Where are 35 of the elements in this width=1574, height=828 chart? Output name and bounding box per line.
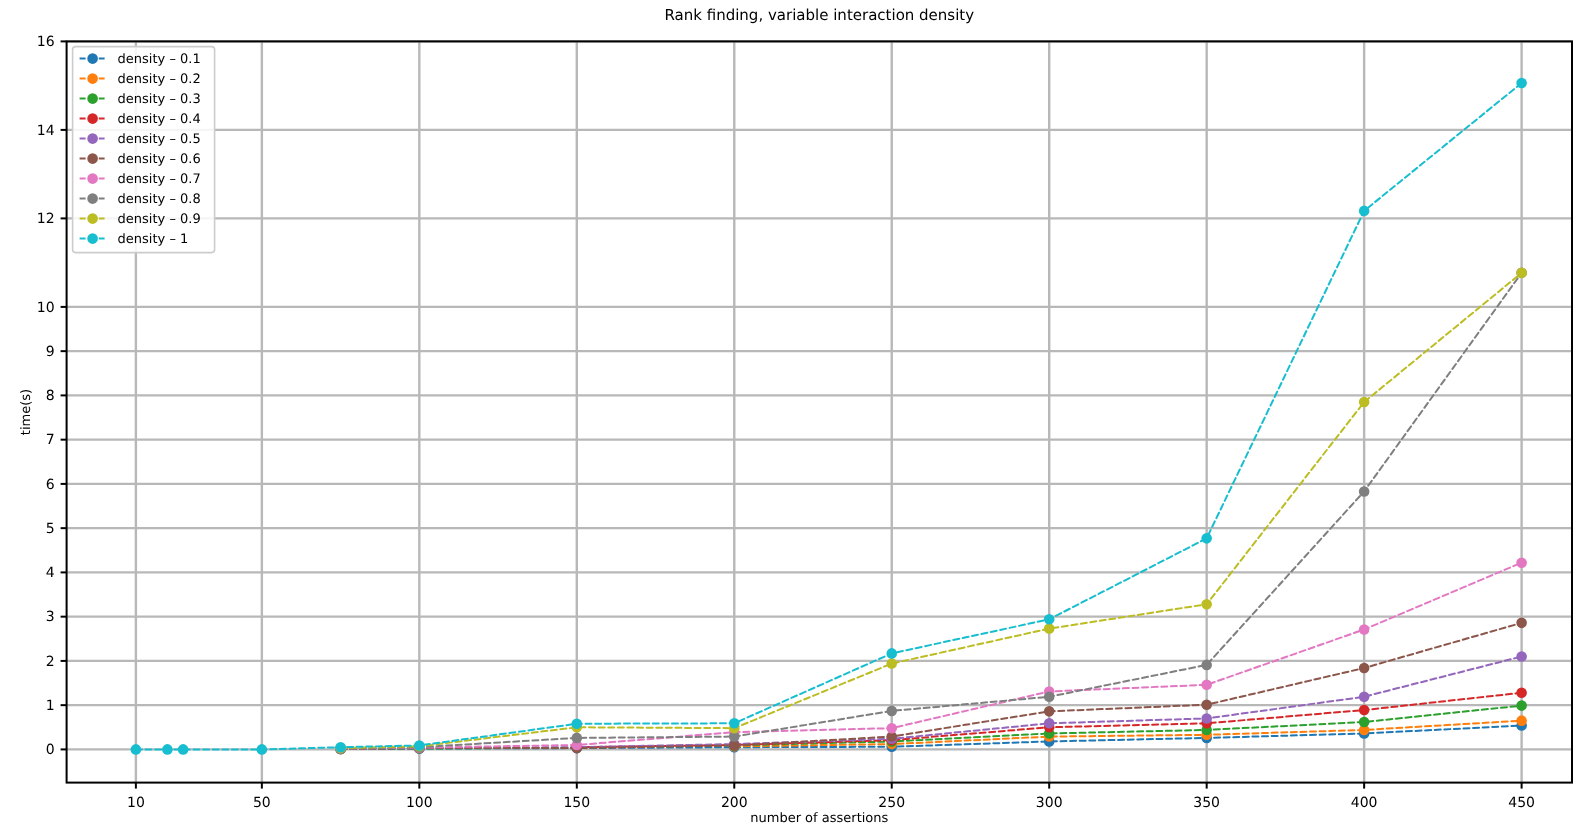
point	[1358, 662, 1370, 674]
point	[1358, 704, 1370, 716]
point	[1516, 700, 1527, 711]
point	[177, 744, 189, 755]
point	[1516, 687, 1527, 699]
point	[1201, 598, 1212, 610]
point	[1358, 691, 1370, 703]
point	[1201, 713, 1212, 724]
point	[1358, 486, 1370, 497]
point	[1358, 205, 1370, 217]
point	[1043, 706, 1055, 717]
point	[1201, 659, 1212, 671]
point	[256, 744, 268, 755]
point	[1043, 614, 1055, 625]
point	[1516, 651, 1527, 662]
point	[886, 658, 898, 669]
point	[130, 744, 142, 755]
point	[1043, 623, 1055, 634]
point	[886, 648, 898, 659]
point	[1358, 396, 1370, 408]
point	[1358, 624, 1370, 635]
point	[571, 732, 583, 744]
point	[162, 744, 173, 755]
point	[1516, 77, 1527, 89]
point	[1516, 715, 1527, 726]
point	[1358, 716, 1370, 728]
point	[1201, 699, 1212, 710]
point	[728, 718, 740, 729]
point	[1516, 557, 1527, 568]
point	[1201, 679, 1212, 691]
point	[886, 705, 898, 717]
point	[1516, 617, 1527, 629]
point	[1201, 533, 1212, 544]
point	[1043, 691, 1055, 703]
point	[886, 722, 898, 734]
